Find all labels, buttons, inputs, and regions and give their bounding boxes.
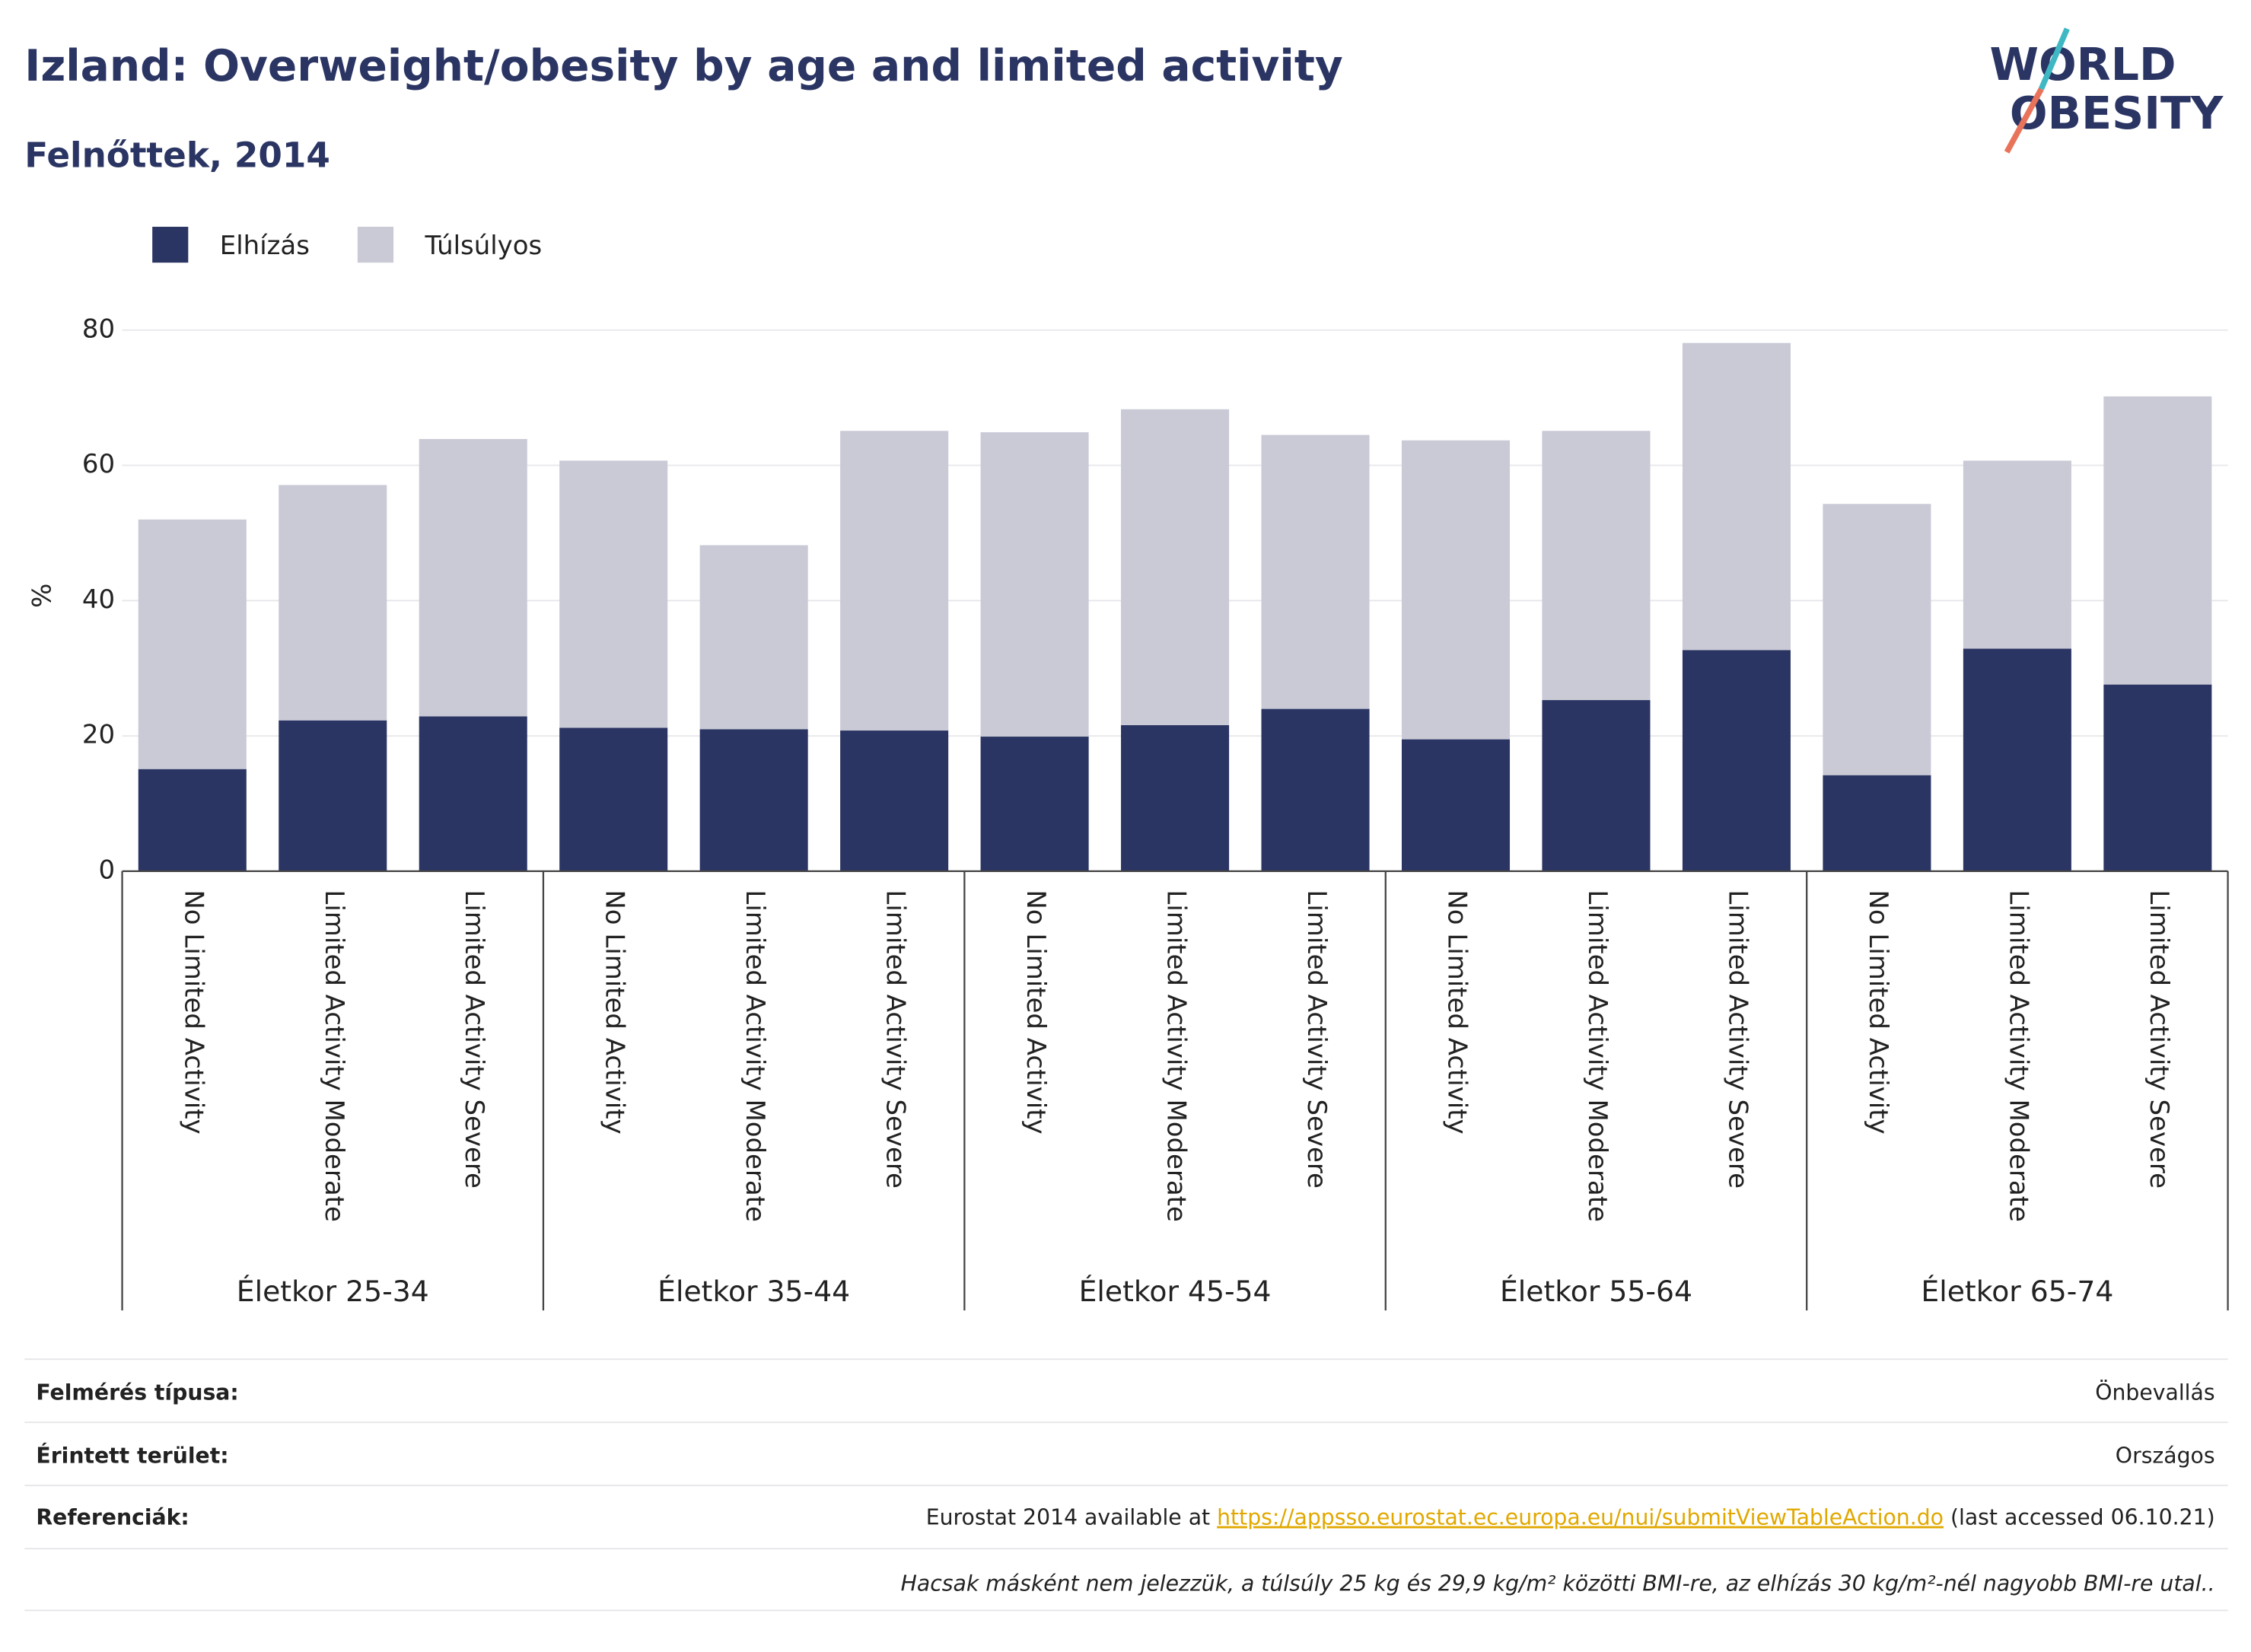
bar-segment (1823, 504, 1931, 775)
footer-note: Hacsak másként nem jelezzük, a túlsúly 2… (901, 1571, 2215, 1596)
x-tick-label: Limited Activity Moderate (2003, 890, 2033, 1221)
footer-label: Referenciák: (36, 1505, 189, 1530)
x-tick-label: No Limited Activity (1020, 890, 1051, 1134)
bar-segment (1963, 460, 2071, 649)
bar-segment (699, 545, 808, 730)
logo-stroke (2004, 88, 2044, 154)
logo-text: OBESITY (2010, 88, 2224, 139)
x-tick-label: Limited Activity Moderate (1582, 890, 1613, 1221)
logo: WORLD OBESITY (1989, 27, 2224, 154)
reference-text: Eurostat 2014 available at https://appss… (926, 1505, 2215, 1530)
group-label: Életkor 45-54 (1079, 1275, 1272, 1308)
bar-segment (1121, 409, 1230, 725)
bar-segment (840, 431, 949, 731)
footer-label: Felmérés típusa: (36, 1380, 238, 1405)
legend-label: Elhízás (220, 231, 310, 261)
y-tick-label: 40 (82, 584, 115, 615)
x-tick-label: Limited Activity Moderate (319, 890, 349, 1221)
reference-access: (last accessed 06.10.21) (1944, 1505, 2215, 1530)
group-label: Életkor 35-44 (657, 1275, 850, 1308)
x-tick-label: No Limited Activity (1863, 890, 1893, 1134)
bar-segment (840, 731, 949, 871)
bar-segment (1261, 434, 1370, 709)
bar-segment (980, 737, 1089, 871)
bar-segment (1261, 708, 1370, 871)
x-tick-label: Limited Activity Severe (1301, 890, 1332, 1189)
x-tick-label: Limited Activity Severe (459, 890, 489, 1189)
footer-value: Országos (2116, 1443, 2215, 1468)
bar-segment (1401, 739, 1511, 871)
x-tick-label: Limited Activity Moderate (1161, 890, 1192, 1221)
bar-segment (1823, 775, 1931, 871)
x-tick-label: No Limited Activity (600, 890, 630, 1134)
bar-segment (699, 729, 808, 871)
bar-segment (279, 720, 387, 871)
reference-link[interactable]: https://appsso.eurostat.ec.europa.eu/nui… (1217, 1505, 1944, 1530)
x-tick-label: Limited Activity Severe (2144, 890, 2174, 1189)
bar-segment (559, 460, 668, 728)
footer-value: Önbevallás (2095, 1379, 2214, 1405)
x-tick-label: Limited Activity Severe (1722, 890, 1753, 1189)
group-label: Életkor 55-64 (1500, 1275, 1692, 1308)
bar-segment (138, 519, 247, 769)
bar-segment (1542, 700, 1651, 871)
bar-segment (980, 432, 1089, 737)
x-tick-label: Limited Activity Severe (880, 890, 911, 1189)
bar-segment (138, 769, 247, 871)
bar-segment (1121, 724, 1230, 871)
bar-segment (1542, 431, 1651, 701)
group-label: Életkor 25-34 (237, 1275, 429, 1308)
bar-segment (1682, 650, 1791, 871)
group-label: Életkor 65-74 (1921, 1275, 2113, 1308)
y-tick-label: 0 (99, 855, 116, 885)
chart-title: Izland: Overweight/obesity by age and li… (24, 41, 1342, 91)
reference-source: Eurostat 2014 available at (926, 1505, 1217, 1530)
logo-stroke (2038, 27, 2070, 91)
bar-segment (1682, 342, 1791, 651)
legend-label: Túlsúlyos (425, 231, 543, 261)
logo-text: WORLD (1989, 39, 2176, 91)
bar-segment (2103, 684, 2212, 871)
y-axis-title: % (27, 584, 57, 608)
bar-segment (419, 716, 527, 871)
bar-segment (559, 727, 668, 871)
bar-segment (2103, 396, 2212, 685)
footer-label: Érintett terület: (36, 1442, 228, 1468)
legend-swatch (152, 227, 189, 263)
bar-segment (279, 485, 387, 721)
y-tick-label: 60 (82, 449, 115, 479)
bar-segment (1401, 440, 1511, 740)
x-tick-label: No Limited Activity (178, 890, 209, 1134)
bar-segment (419, 438, 527, 717)
legend-swatch (357, 227, 394, 263)
chart-subtitle: Felnőttek, 2014 (24, 135, 330, 175)
y-tick-label: 20 (82, 720, 115, 750)
y-tick-label: 80 (82, 314, 115, 344)
x-tick-label: Limited Activity Moderate (740, 890, 770, 1221)
x-tick-label: No Limited Activity (1442, 890, 1473, 1134)
bar-segment (1963, 648, 2071, 871)
